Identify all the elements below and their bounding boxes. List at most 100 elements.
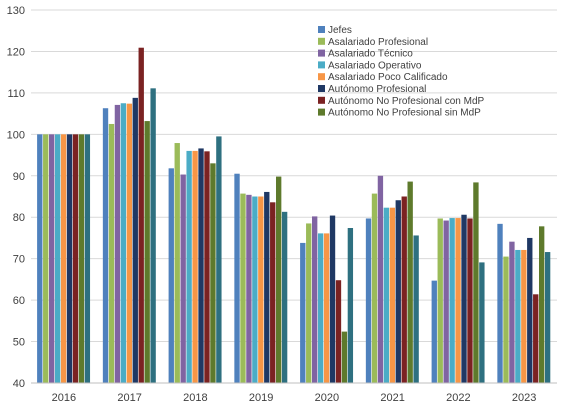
y-tick-label: 70 xyxy=(13,254,25,266)
x-tick-label: 2022 xyxy=(446,392,470,404)
legend-swatch xyxy=(318,37,325,45)
bar xyxy=(114,104,121,383)
bar xyxy=(544,252,551,383)
legend-swatch xyxy=(318,49,325,57)
bar xyxy=(174,143,180,383)
x-tick-label: 2019 xyxy=(249,392,273,404)
bars xyxy=(37,47,551,384)
bar xyxy=(395,200,401,383)
x-tick-label: 2023 xyxy=(512,392,536,404)
bar xyxy=(126,103,132,383)
legend-label: Autónomo No Profesional sin MdP xyxy=(328,108,481,119)
bar xyxy=(515,249,521,383)
axes: 40 50 60 70 80 90 100 110 120 130 2016 2017 2018 2019… xyxy=(7,5,557,404)
y-tick-label: 80 xyxy=(13,212,25,224)
bar xyxy=(210,163,216,383)
bar xyxy=(467,218,473,383)
bar xyxy=(37,134,43,383)
bar xyxy=(270,202,276,383)
bar xyxy=(180,174,186,383)
bar xyxy=(264,191,270,383)
bar xyxy=(49,134,55,383)
bar xyxy=(66,134,73,383)
bar xyxy=(431,280,437,383)
legend-label: Asalariado Poco Calificado xyxy=(328,72,448,83)
bar xyxy=(168,168,174,383)
bar xyxy=(443,220,449,383)
bar xyxy=(138,47,144,384)
bar xyxy=(306,223,312,383)
bar xyxy=(300,242,306,383)
bar xyxy=(479,262,485,383)
bar xyxy=(108,123,115,383)
bar xyxy=(503,256,509,383)
bar xyxy=(407,181,413,383)
bar xyxy=(449,218,455,383)
bar xyxy=(102,108,109,383)
bar xyxy=(455,218,461,383)
bar xyxy=(497,223,503,383)
y-tick-label: 40 xyxy=(13,378,25,390)
legend-swatch xyxy=(318,96,325,104)
x-tick-label: 2020 xyxy=(315,392,339,404)
x-tick-label: 2017 xyxy=(117,392,141,404)
bar xyxy=(246,194,252,383)
bar xyxy=(43,134,49,383)
x-tick-label: 2016 xyxy=(52,392,76,404)
bar xyxy=(312,216,318,383)
bar xyxy=(401,196,407,383)
bar xyxy=(258,196,264,383)
bar xyxy=(317,233,324,383)
legend-swatch xyxy=(318,26,325,33)
bar xyxy=(371,193,378,383)
bar xyxy=(539,226,545,383)
legend-swatch xyxy=(318,73,325,81)
bar xyxy=(60,134,67,383)
bar xyxy=(240,193,246,383)
bar xyxy=(335,280,342,383)
y-tick-label: 90 xyxy=(13,171,25,183)
bar xyxy=(377,175,384,383)
legend-label: Asalariado Profesional xyxy=(328,37,428,48)
bar xyxy=(84,134,91,383)
bar xyxy=(323,233,330,383)
legend-label: Jefes xyxy=(328,25,352,36)
bar xyxy=(365,218,372,383)
bar xyxy=(252,196,258,383)
bar xyxy=(216,136,222,383)
bar xyxy=(509,241,515,383)
legend-swatch xyxy=(318,85,325,92)
bar xyxy=(461,214,467,383)
bar xyxy=(276,176,282,383)
bar xyxy=(120,103,127,383)
bar xyxy=(281,211,288,383)
bar xyxy=(329,215,336,383)
bar xyxy=(72,134,79,383)
bar xyxy=(413,235,419,383)
bar xyxy=(132,97,138,384)
bar xyxy=(186,150,192,383)
bar xyxy=(383,207,390,383)
y-tick-label: 120 xyxy=(7,46,25,58)
bar xyxy=(389,207,395,383)
legend-label: Autónomo No Profesional con MdP xyxy=(328,96,485,107)
y-tick-label: 60 xyxy=(13,295,25,307)
y-tick-label: 100 xyxy=(7,129,25,141)
y-tick-label: 50 xyxy=(13,337,25,349)
y-tick-label: 110 xyxy=(7,88,25,100)
bar xyxy=(204,151,210,383)
bar xyxy=(150,88,156,383)
bar xyxy=(437,218,443,383)
bar xyxy=(347,228,354,383)
bar xyxy=(521,249,527,383)
bar xyxy=(473,182,479,383)
bar xyxy=(144,121,150,383)
bar xyxy=(341,331,348,383)
bar xyxy=(78,134,85,383)
y-tick-label: 130 xyxy=(7,5,25,17)
legend-swatch xyxy=(318,108,325,116)
legend-label: Asalariado Técnico xyxy=(328,49,413,60)
bar xyxy=(527,237,533,383)
